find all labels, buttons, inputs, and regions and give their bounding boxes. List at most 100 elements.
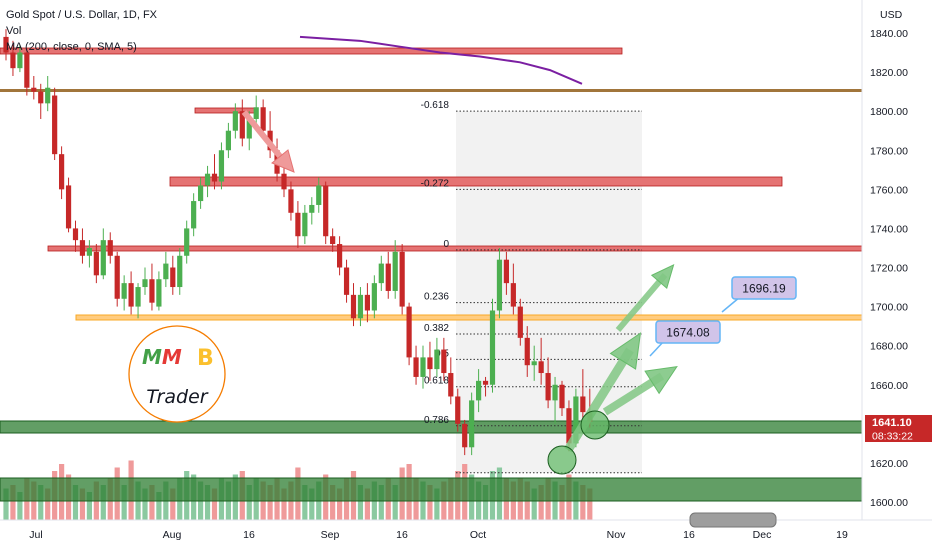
candle [225, 122, 231, 159]
volume-bar [378, 485, 384, 520]
candle [580, 369, 586, 420]
arrow-head [609, 332, 642, 370]
candle-body [343, 267, 350, 295]
candle [503, 251, 509, 295]
volume-legend: Vol [6, 25, 22, 37]
volume-bar [142, 488, 148, 520]
price-tick-label: 1780.00 [870, 145, 908, 157]
volume-bar [531, 488, 537, 520]
price-tick-label: 1680.00 [870, 341, 908, 353]
mmb-trader-logo: MM B Trader [128, 325, 226, 423]
candle [184, 220, 190, 264]
fib-level-label: -0.618 [421, 100, 450, 111]
marker-circle-low [547, 445, 577, 475]
candle-body [135, 287, 141, 307]
price-tick-label: 1740.00 [870, 223, 908, 235]
candle-body [566, 408, 572, 444]
volume-bar [121, 485, 127, 520]
resistance-zone-1760[interactable] [169, 176, 783, 187]
price-tick-label: 1620.00 [870, 458, 908, 470]
candle [538, 337, 544, 385]
level-line-1810[interactable] [0, 89, 862, 92]
ma-200-line [299, 35, 583, 85]
date-label: Aug [163, 529, 182, 541]
candle [86, 240, 92, 268]
target-callout-1674[interactable]: 1674.08 [649, 320, 721, 357]
candle [482, 376, 489, 397]
logo-ring [128, 325, 226, 423]
current-price-tag [865, 415, 932, 429]
volume-bar [211, 488, 218, 520]
volume-bar [281, 488, 287, 520]
candle [337, 236, 343, 276]
candle-body [309, 204, 315, 213]
candle-body [149, 279, 155, 303]
candle-body [79, 240, 86, 256]
candle [3, 29, 9, 61]
candle [253, 95, 259, 127]
candle [24, 48, 30, 96]
date-label: 16 [683, 529, 695, 541]
date-label: Oct [470, 529, 486, 541]
candle [469, 392, 475, 456]
candle-body [350, 294, 357, 319]
candle-body [225, 130, 231, 151]
volume-bar [149, 485, 155, 520]
candle [93, 244, 99, 284]
level-line-1695[interactable] [75, 314, 863, 321]
candle-body [156, 279, 162, 307]
candle-body [38, 91, 44, 104]
candle [198, 177, 204, 209]
price-tick-label: 1760.00 [870, 184, 908, 196]
volume-bar [357, 485, 364, 520]
candle [343, 259, 350, 303]
candle-body [316, 185, 322, 205]
candle-body [524, 337, 530, 366]
candle-body [218, 150, 225, 182]
candle [524, 326, 530, 377]
candle-body [323, 185, 329, 237]
resistance-zone-1730[interactable] [47, 245, 863, 252]
candle-body [503, 259, 509, 284]
countdown-label: 08:33:22 [872, 431, 913, 443]
candle-body [93, 251, 99, 276]
fib-area [456, 111, 642, 473]
volume-bar [427, 485, 433, 520]
candle-body [510, 283, 516, 307]
price-tick-label: 1700.00 [870, 302, 908, 314]
candle [128, 271, 134, 315]
price-tick-label: 1840.00 [870, 28, 908, 40]
candle [559, 380, 565, 417]
candle-body [163, 263, 169, 280]
candle-body [107, 240, 113, 256]
candle [156, 271, 162, 311]
candle [434, 337, 440, 377]
price-tick-label: 1720.00 [870, 263, 908, 275]
candle-body [281, 173, 287, 190]
candle [211, 154, 218, 190]
candle [204, 165, 211, 198]
candle-body [17, 52, 23, 69]
candle [17, 44, 23, 73]
date-label: Sep [321, 529, 340, 541]
resistance-zone-top[interactable] [0, 47, 623, 55]
scroll-handle[interactable] [689, 512, 777, 528]
candle [295, 201, 301, 248]
candle-body [246, 118, 252, 139]
volume-bar [156, 492, 162, 520]
candle-body [31, 87, 37, 92]
candle-body [86, 247, 92, 256]
volume-bar [538, 485, 544, 520]
candle-body [580, 396, 586, 413]
fib-level-label: 0.786 [424, 415, 449, 426]
date-label: 19 [836, 529, 848, 541]
candle [378, 255, 384, 291]
candle-body [413, 357, 419, 377]
candle-body [559, 384, 565, 409]
candle-body [378, 263, 384, 284]
support-zone-lower[interactable] [0, 477, 863, 502]
candle-body [302, 212, 308, 237]
target-callout-1696[interactable]: 1696.19 [721, 276, 797, 313]
